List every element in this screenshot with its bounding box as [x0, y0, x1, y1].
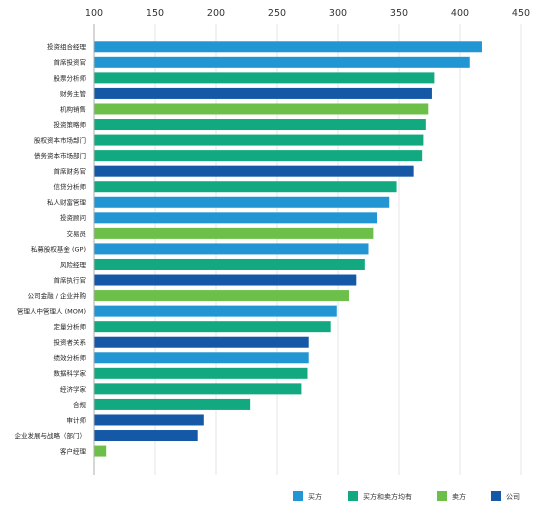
x-tick-label: 200: [207, 8, 225, 19]
x-tick-label: 100: [85, 8, 103, 19]
bar: [94, 398, 251, 410]
category-label: 定量分析师: [54, 322, 87, 331]
x-axis-ticks: 100 150 200 250 300 350 400 450: [85, 8, 530, 19]
x-tick-label: 450: [512, 8, 530, 19]
category-label: 交易员: [67, 229, 87, 238]
x-tick-label: 250: [268, 8, 286, 19]
category-label: 首席投资官: [54, 58, 87, 67]
bar: [94, 165, 414, 177]
category-label: 私募股权基金 (GP): [31, 244, 86, 253]
legend-label: 买方: [308, 492, 322, 501]
category-label: 股权资本市场部门: [34, 135, 86, 144]
legend-swatch: [437, 491, 447, 501]
bar: [94, 150, 423, 162]
bar: [94, 212, 378, 224]
legend-swatch: [491, 491, 501, 501]
bar: [94, 72, 435, 84]
bar: [94, 383, 302, 395]
category-label: 经济学家: [60, 384, 87, 393]
category-labels: 投资组合经理首席投资官股票分析师财务主管机构销售投资策略师股权资本市场部门债务资…: [15, 42, 87, 455]
bar: [94, 56, 470, 68]
bar: [94, 305, 337, 317]
category-label: 投资者关系: [54, 338, 87, 347]
legend: 买方 买方和卖方均有 卖方 公司: [293, 491, 520, 501]
bar: [94, 430, 198, 442]
category-label: 机构销售: [60, 104, 86, 113]
bar: [94, 367, 308, 379]
bar: [94, 352, 309, 364]
x-tick-label: 350: [390, 8, 408, 19]
bar: [94, 445, 107, 457]
category-label: 数据科学家: [54, 369, 87, 378]
category-label: 财务主管: [60, 89, 87, 98]
legend-swatch: [348, 491, 358, 501]
bar: [94, 258, 365, 270]
category-label: 企业发展与战略（部门）: [15, 431, 87, 440]
bars: [94, 41, 482, 457]
category-label: 审计师: [67, 415, 87, 424]
bar: [94, 134, 424, 146]
legend-label: 买方和卖方均有: [363, 492, 412, 501]
category-label: 绩效分析师: [54, 353, 87, 362]
category-label: 股票分析师: [54, 73, 87, 82]
bar: [94, 196, 390, 208]
bar: [94, 336, 309, 348]
bar: [94, 290, 349, 302]
category-label: 公司金融 / 企业并购: [28, 291, 87, 300]
legend-label: 公司: [506, 493, 520, 501]
category-label: 首席财务官: [54, 167, 87, 176]
category-label: 私人财富管理: [47, 198, 87, 207]
category-label: 债务资本市场部门: [34, 151, 86, 160]
bar: [94, 274, 357, 286]
category-label: 投资顾问: [60, 213, 86, 222]
category-label: 客户经理: [60, 446, 87, 455]
category-label: 投资策略师: [54, 120, 87, 129]
legend-swatch: [293, 491, 303, 501]
category-label: 合规: [73, 400, 87, 409]
bar: [94, 119, 426, 131]
bar: [94, 227, 374, 239]
bar: [94, 41, 482, 53]
category-label: 首席执行官: [54, 275, 87, 284]
x-tick-label: 150: [146, 8, 164, 19]
bar: [94, 87, 432, 99]
bar: [94, 414, 204, 426]
category-label: 投资组合经理: [47, 42, 87, 51]
bar: [94, 243, 369, 255]
bar: [94, 321, 331, 333]
x-tick-label: 300: [329, 8, 347, 19]
legend-label: 卖方: [452, 492, 466, 501]
bar: [94, 181, 397, 193]
bar: [94, 103, 429, 115]
category-label: 风险经理: [60, 260, 87, 269]
x-tick-label: 400: [451, 8, 469, 19]
category-label: 管理人中管理人 (MOM): [17, 307, 86, 316]
category-label: 信贷分析师: [54, 182, 87, 191]
